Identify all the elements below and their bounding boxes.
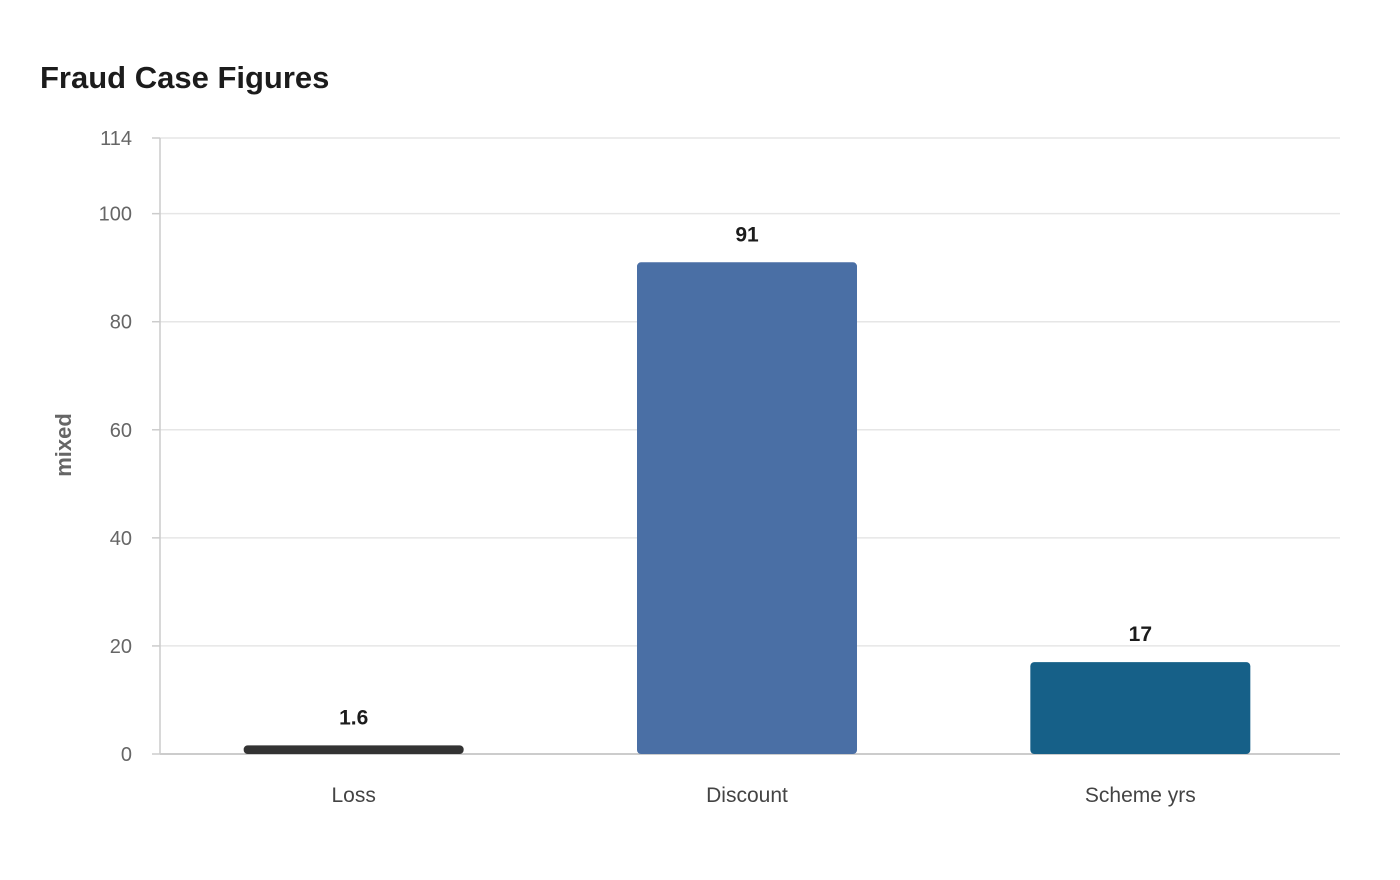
bar-value-label: 1.6 — [339, 706, 368, 729]
y-tick-label: 40 — [110, 528, 132, 550]
chart-title: Fraud Case Figures — [40, 60, 330, 95]
y-tick-label: 114 — [100, 128, 132, 150]
x-tick-label: Loss — [331, 784, 375, 807]
bars — [243, 262, 1251, 754]
y-tick-label: 80 — [110, 312, 132, 334]
y-tick-label: 0 — [121, 744, 132, 766]
y-tick-label: 60 — [110, 420, 132, 442]
x-tick-label: Discount — [706, 784, 788, 807]
bar-scheme-yrs — [1030, 662, 1251, 754]
y-tick-label: 100 — [99, 204, 132, 226]
x-tick-label: Scheme yrs — [1085, 784, 1196, 807]
bar-value-label: 17 — [1129, 623, 1152, 646]
bar-loss — [243, 745, 464, 754]
labels: 0 20 40 60 80 100 114 1.6 Loss 91 Discount 17 Scheme… — [99, 128, 1196, 807]
y-axis-title: mixed — [51, 413, 76, 477]
bar-value-label: 91 — [735, 223, 759, 246]
y-tick-label: 20 — [110, 636, 132, 658]
bar-discount — [637, 262, 857, 754]
